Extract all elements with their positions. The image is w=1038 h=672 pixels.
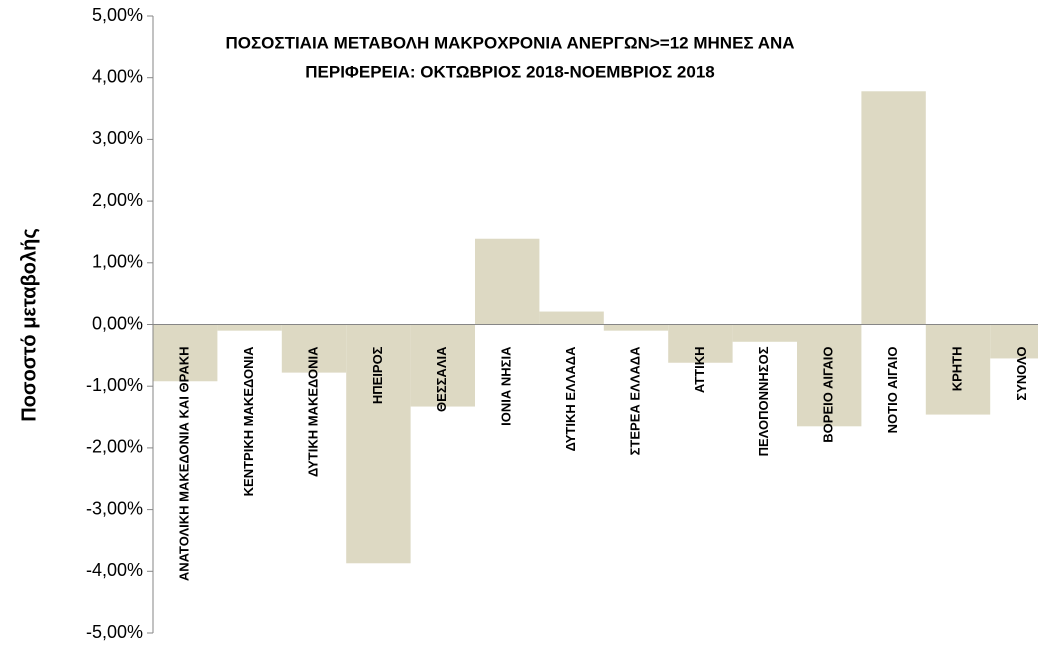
bar bbox=[925, 324, 991, 415]
y-tick-label: -2,00% bbox=[86, 437, 143, 457]
axes: -5,00% -4,00% -3,00% -2,00% -1,00% 0,00% 1,00%… bbox=[86, 5, 1038, 642]
x-tick-label: ΚΕΝΤΡΙΚΗ ΜΑΚΕΔΟΝΙΑ bbox=[241, 346, 256, 496]
x-tick-label: ΚΡΗΤΗ bbox=[949, 347, 964, 392]
y-tick-label: 2,00% bbox=[92, 190, 143, 210]
x-tick-label: ΣΥΝΟΛΟ bbox=[1014, 347, 1029, 401]
x-tick-label: ΝΟΤΙΟ ΑΙΓΑΙΟ bbox=[885, 347, 900, 434]
x-tick-label: ΘΕΣΣΑΛΙΑ bbox=[434, 346, 449, 412]
y-tick-label: 3,00% bbox=[92, 128, 143, 148]
chart-title: ΠΟΣΟΣΤΙΑΙΑ ΜΕΤΑΒΟΛΗ ΜΑΚΡΟΧΡΟΝΙΑ ΑΝΕΡΓΩΝ>… bbox=[225, 33, 794, 52]
bar bbox=[539, 311, 604, 325]
y-tick-label: -1,00% bbox=[86, 375, 143, 395]
bar bbox=[732, 324, 797, 342]
bar bbox=[217, 324, 282, 331]
bar bbox=[861, 91, 926, 325]
y-tick-label: -5,00% bbox=[86, 622, 143, 642]
bar bbox=[990, 324, 1038, 359]
bar bbox=[153, 324, 218, 382]
bar bbox=[281, 324, 347, 373]
bar bbox=[475, 238, 540, 325]
y-tick-label: 5,00% bbox=[92, 5, 143, 25]
chart-title: ΠΕΡΙΦΕΡΕΙΑ: ΟΚΤΩΒΡΙΟΣ 2018-ΝΟΕΜΒΡΙΟΣ 201… bbox=[305, 62, 715, 81]
x-tick-label: ΔΥΤΙΚΗ ΜΑΚΕΔΟΝΙΑ bbox=[305, 346, 320, 477]
y-axis-label: Ποσοστό μεταβολής bbox=[18, 228, 40, 422]
bar bbox=[410, 324, 475, 407]
x-tick-label: ΑΤΤΙΚΗ bbox=[692, 347, 707, 394]
y-tick-label: 1,00% bbox=[92, 252, 143, 272]
bar bbox=[346, 324, 411, 564]
y-tick-label: -3,00% bbox=[86, 498, 143, 518]
bar bbox=[603, 324, 669, 331]
y-tick-label: 4,00% bbox=[92, 66, 143, 86]
x-tick-label: ΗΠΕΙΡΟΣ bbox=[370, 346, 385, 404]
x-tick-label: ΠΕΛΟΠΟΝΝΗΣΟΣ bbox=[756, 346, 771, 456]
y-tick-label: 0,00% bbox=[92, 313, 143, 333]
bar bbox=[668, 324, 733, 363]
x-tick-label: ΙΟΝΙΑ ΝΗΣΙΑ bbox=[499, 346, 514, 426]
bars bbox=[153, 91, 1038, 564]
x-tick-label: ΔΥΤΙΚΗ ΕΛΛΑΔΑ bbox=[563, 346, 578, 452]
y-tick-label: -4,00% bbox=[86, 560, 143, 580]
x-tick-label: ΑΝΑΤΟΛΙΚΗ ΜΑΚΕΔΟΝΙΑ ΚΑΙ ΘΡΑΚΗ bbox=[177, 347, 192, 582]
bar bbox=[797, 324, 862, 427]
x-tick-label: ΣΤΕΡΕΑ ΕΛΛΑΔΑ bbox=[627, 346, 642, 455]
x-tick-label: ΒΟΡΕΙΟ ΑΙΓΑΙΟ bbox=[821, 347, 836, 443]
